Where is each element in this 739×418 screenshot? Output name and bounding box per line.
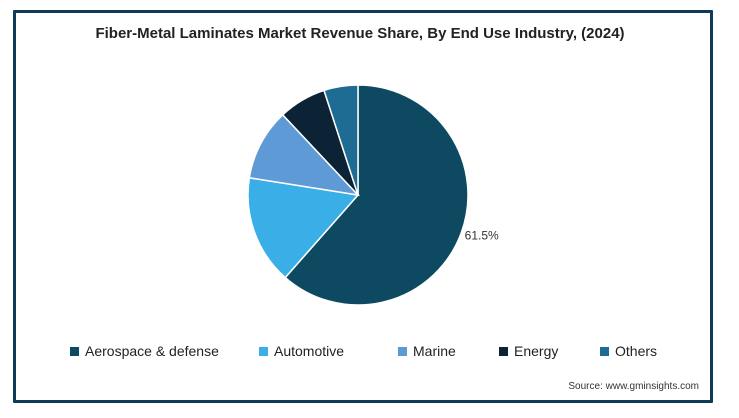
pie-data-labels: 61.5% [465, 228, 499, 242]
legend-swatch [600, 346, 609, 356]
legend-label: Energy [514, 343, 559, 359]
legend-swatch [70, 346, 79, 356]
legend-swatch [499, 346, 508, 356]
legend-label: Automotive [274, 343, 345, 359]
data-label-aerospace-and-defense: 61.5% [465, 228, 499, 242]
pie-slice-automotive [247, 176, 360, 279]
pie-slice-marine [248, 113, 361, 197]
legend-swatch [398, 346, 407, 356]
legend-swatch [259, 346, 268, 356]
chart-title: Fiber-Metal Laminates Market Revenue Sha… [95, 25, 625, 42]
legend-label: Marine [413, 343, 456, 359]
legend-item-automotive: Automotive [259, 341, 344, 361]
pie-slices [247, 84, 469, 306]
legend-item-marine: Marine [398, 341, 456, 361]
legend-label: Aerospace & defense [85, 343, 219, 359]
pie-slice-aerospace-and-defense [284, 84, 469, 306]
legend-item-aerospace-and-defense: Aerospace & defense [70, 341, 219, 361]
legend-label: Others [615, 343, 658, 359]
chart-legend: Aerospace & defense Automotive Marine Energ… [0, 341, 739, 361]
pie-slice-others [323, 84, 359, 196]
legend-item-energy: Energy [499, 341, 558, 361]
legend-item-others: Others [600, 341, 657, 361]
source-note: Source: www.gminsights.com [568, 381, 699, 392]
